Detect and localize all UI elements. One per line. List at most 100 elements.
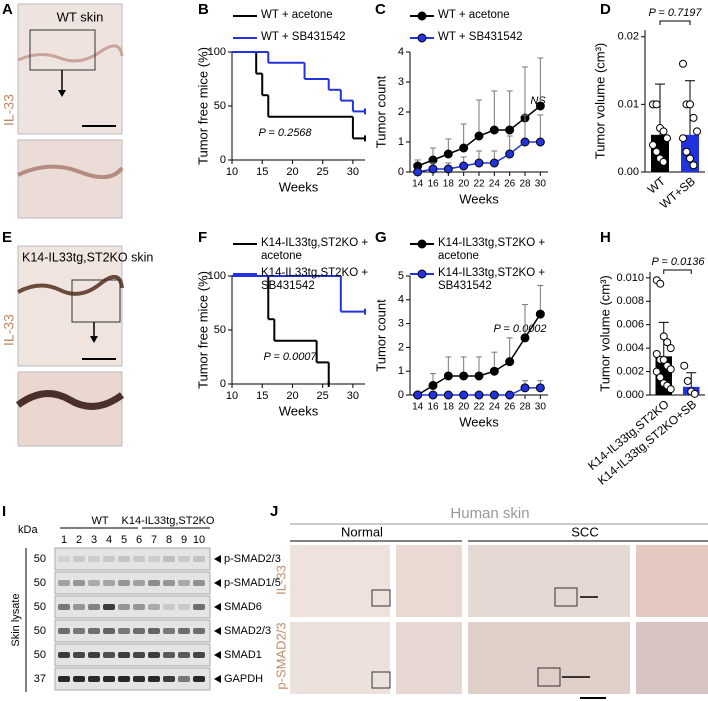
- blot-strip: [54, 547, 211, 571]
- x-tick-label: 26: [504, 179, 516, 190]
- point: [428, 164, 438, 174]
- y-axis-title: Tumor free mice (%): [195, 47, 210, 165]
- x-axis-title: Weeks: [279, 403, 319, 418]
- lane-number: 7: [151, 534, 157, 546]
- point: [428, 380, 438, 390]
- micrograph: [290, 622, 390, 694]
- x-tick-label: 22: [473, 402, 485, 413]
- x-tick-label: 10: [226, 166, 238, 178]
- band: [133, 676, 145, 682]
- tissue-edge: [17, 275, 124, 296]
- y-tick-label: 100: [208, 46, 226, 58]
- panel-title: Human skin: [450, 505, 529, 522]
- x-tick-label: 26: [504, 402, 516, 413]
- band: [103, 628, 115, 634]
- blot-strip: [54, 595, 211, 619]
- data-point: [690, 389, 699, 398]
- band-pointer: [214, 555, 221, 563]
- micrograph: [17, 371, 123, 447]
- panel-letter: I: [2, 503, 6, 520]
- micrographs: [290, 545, 708, 699]
- band: [193, 556, 205, 562]
- y-tick-label: 50: [214, 100, 226, 112]
- legend-entry: K14-IL33tg,ST2KO + acetone: [261, 237, 368, 262]
- band: [58, 676, 70, 682]
- band: [163, 604, 175, 610]
- band: [118, 604, 130, 610]
- y-tick-label: 0.02: [618, 31, 639, 43]
- y-tick-label: 2: [398, 341, 404, 353]
- protein-label: p-SMAD2/3: [224, 553, 281, 565]
- panel-letter: J: [270, 503, 278, 520]
- data-point: [652, 100, 661, 109]
- point: [535, 137, 545, 147]
- legend-label: K14-IL33tg,ST2KO + SB431542: [261, 267, 369, 292]
- data-point: [686, 100, 694, 109]
- micrograph: [290, 545, 390, 617]
- legend-marker: [417, 11, 427, 21]
- band: [88, 628, 100, 634]
- point: [535, 383, 545, 393]
- x-axis-title: Weeks: [279, 179, 319, 194]
- mw-marker: 50: [34, 649, 46, 661]
- band: [103, 676, 115, 682]
- band: [178, 604, 190, 610]
- micrograph: [396, 545, 462, 617]
- x-axis-title: Weeks: [459, 191, 499, 206]
- y-tick-label: 0.010: [616, 272, 644, 284]
- data-point: [679, 134, 687, 143]
- arrow-head: [58, 90, 66, 97]
- band: [178, 556, 190, 562]
- data-point: [652, 350, 661, 358]
- point: [489, 125, 499, 135]
- lane-number: 8: [166, 534, 172, 546]
- y-axis-title: Tumor free mice (%): [195, 271, 210, 389]
- point: [459, 143, 469, 153]
- point: [505, 149, 515, 159]
- data-point: [666, 344, 675, 353]
- band: [103, 604, 115, 610]
- point: [535, 309, 545, 319]
- data-point: [663, 134, 671, 143]
- x-tick-label: 30: [347, 390, 359, 402]
- band: [88, 604, 100, 610]
- row-label: IL-33: [273, 565, 288, 595]
- data-point: [686, 154, 694, 163]
- point: [489, 366, 499, 376]
- legend-label: WT + SB431542: [261, 31, 346, 43]
- data-point: [659, 157, 668, 166]
- band: [58, 604, 70, 610]
- band: [58, 628, 70, 634]
- data-point: [666, 365, 675, 374]
- lane-number: 9: [181, 534, 187, 546]
- band: [118, 628, 130, 634]
- micrograph: [17, 245, 123, 367]
- x-tick-label: 20: [458, 179, 470, 190]
- x-tick-label: 25: [317, 390, 329, 402]
- protein-label: SMAD1: [224, 649, 262, 661]
- x-tick-label: 28: [519, 179, 531, 190]
- data-point: [659, 355, 668, 364]
- protein-label: SMAD2/3: [224, 625, 271, 637]
- band: [178, 580, 190, 586]
- blot-strip: [54, 571, 211, 595]
- band: [163, 580, 175, 586]
- band: [193, 676, 205, 682]
- data-point: [689, 161, 698, 170]
- band: [103, 580, 115, 586]
- inset-box: [554, 587, 578, 607]
- x-tick-label: 25: [317, 166, 329, 178]
- x-tick-label: 30: [535, 179, 547, 190]
- inset-box: [371, 589, 391, 607]
- tissue-edge: [17, 44, 124, 63]
- band: [58, 652, 70, 658]
- data-point: [666, 385, 675, 394]
- band: [58, 580, 70, 586]
- point: [474, 158, 484, 168]
- panel-letter: E: [2, 229, 12, 246]
- x-tick-label: 20: [286, 166, 298, 178]
- data-point: [682, 147, 691, 156]
- data-point: [683, 376, 692, 385]
- image-caption: K14-IL33tg,ST2KO skin: [22, 250, 153, 264]
